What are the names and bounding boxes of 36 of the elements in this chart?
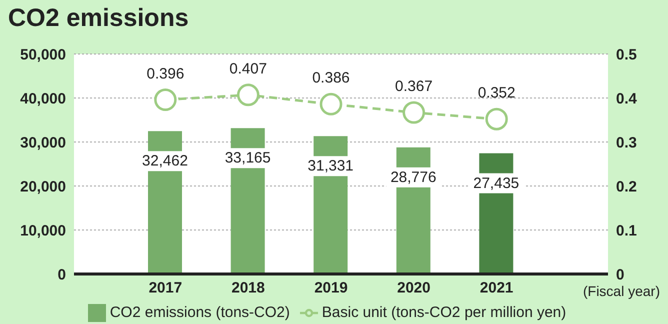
x-axis-title: (Fiscal year) [582, 282, 660, 299]
x-tick-label: 2020 [397, 280, 430, 297]
y-tick-label: 0 [58, 266, 66, 284]
x-tick-label: 2019 [314, 280, 348, 297]
legend-label: Basic unit (tons-CO2 per million yen) [322, 304, 566, 321]
data-label: 32,462 [142, 152, 188, 170]
y2-tick-label: 0.5 [616, 46, 637, 64]
data-label: 0.396 [146, 65, 184, 82]
data-label: 0.352 [478, 84, 516, 102]
y-tick-label: 50,000 [20, 46, 66, 64]
data-label: 0.386 [312, 70, 350, 87]
point [320, 92, 342, 116]
data-label: 0.407 [229, 60, 267, 78]
y2-tick-label: 0.3 [616, 134, 637, 152]
y2-tick-label: 0.4 [616, 90, 638, 108]
data-label: 31,331 [308, 158, 354, 175]
y-tick-label: 30,000 [20, 134, 66, 152]
point [236, 84, 260, 106]
y2-tick-label: 0.2 [616, 178, 637, 196]
x-tick-label: 2017 [148, 280, 182, 297]
data-label: 27,435 [473, 174, 520, 192]
legend-label: CO2 emissions (tons-CO2) [110, 304, 290, 321]
data-label: 33,165 [224, 150, 271, 167]
y-tick-label: 40,000 [20, 90, 66, 108]
x-tick-label: 2021 [480, 280, 514, 297]
x-tick-label: 2018 [232, 280, 265, 297]
y-tick-label: 10,000 [20, 222, 66, 240]
point [402, 101, 426, 124]
y-tick-label: 20,000 [20, 178, 66, 196]
data-label: 0.367 [395, 78, 433, 96]
point [154, 88, 177, 112]
y2-tick-label: 0 [616, 266, 624, 284]
chart-title: CO2 emissions [8, 4, 189, 33]
data-label: 28,776 [390, 168, 436, 186]
y2-tick-label: 0.1 [616, 222, 637, 240]
point [485, 108, 508, 130]
